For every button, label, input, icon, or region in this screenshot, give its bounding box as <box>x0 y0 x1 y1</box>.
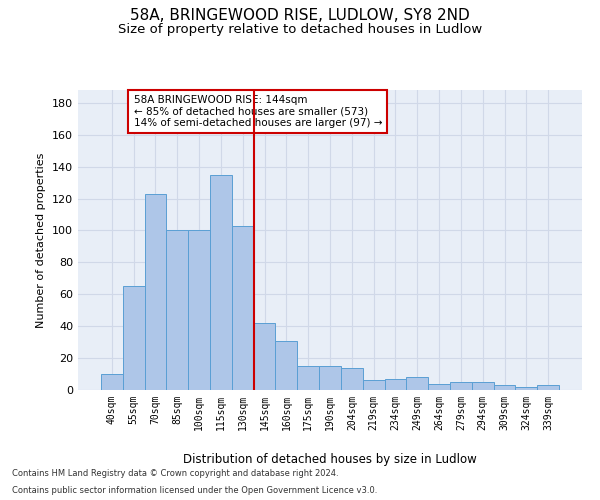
Bar <box>450 382 472 390</box>
Bar <box>210 174 232 390</box>
Bar <box>297 366 319 390</box>
Text: Contains HM Land Registry data © Crown copyright and database right 2024.: Contains HM Land Registry data © Crown c… <box>12 468 338 477</box>
Bar <box>428 384 450 390</box>
Text: 58A BRINGEWOOD RISE: 144sqm
← 85% of detached houses are smaller (573)
14% of se: 58A BRINGEWOOD RISE: 144sqm ← 85% of det… <box>134 95 382 128</box>
Text: Distribution of detached houses by size in Ludlow: Distribution of detached houses by size … <box>183 452 477 466</box>
Bar <box>254 323 275 390</box>
Text: Contains public sector information licensed under the Open Government Licence v3: Contains public sector information licen… <box>12 486 377 495</box>
Bar <box>472 382 494 390</box>
Bar <box>101 374 123 390</box>
Bar <box>494 385 515 390</box>
Bar <box>232 226 254 390</box>
Bar <box>537 385 559 390</box>
Bar <box>123 286 145 390</box>
Text: Size of property relative to detached houses in Ludlow: Size of property relative to detached ho… <box>118 22 482 36</box>
Bar <box>275 340 297 390</box>
Bar <box>406 377 428 390</box>
Bar <box>145 194 166 390</box>
Y-axis label: Number of detached properties: Number of detached properties <box>37 152 46 328</box>
Bar <box>166 230 188 390</box>
Bar <box>385 379 406 390</box>
Text: 58A, BRINGEWOOD RISE, LUDLOW, SY8 2ND: 58A, BRINGEWOOD RISE, LUDLOW, SY8 2ND <box>130 8 470 22</box>
Bar <box>515 387 537 390</box>
Bar <box>363 380 385 390</box>
Bar <box>341 368 363 390</box>
Bar <box>319 366 341 390</box>
Bar <box>188 230 210 390</box>
